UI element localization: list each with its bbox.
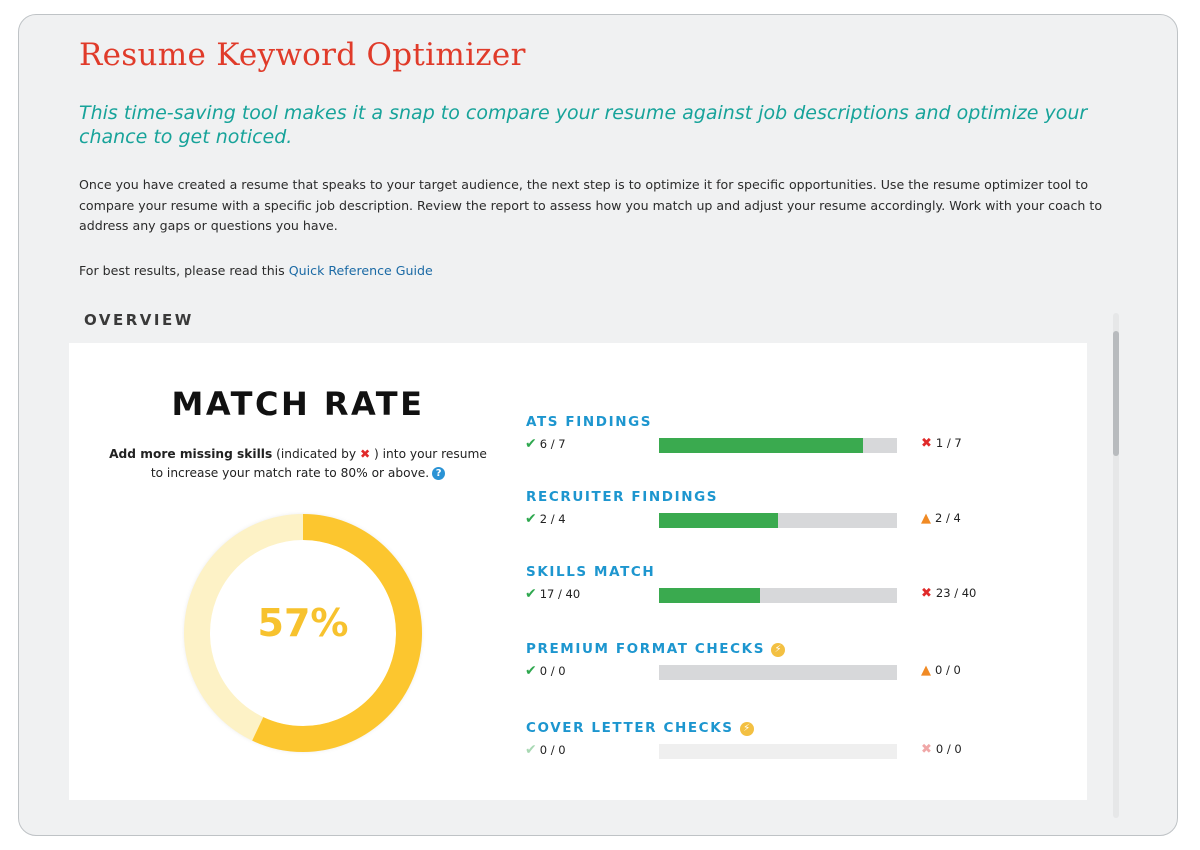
match-hint-line1: Add more missing skills (indicated by ✖ …	[69, 445, 527, 464]
match-hint-line2: to increase your match rate to 80% or ab…	[69, 464, 527, 483]
check-icon: ✔	[525, 436, 537, 452]
metric-title: COVER LETTER CHECKS ⚡	[526, 720, 754, 736]
page-subtitle: This time-saving tool makes it a snap to…	[79, 102, 1088, 148]
missing-x-icon: ✖	[359, 447, 371, 461]
donut-shadow	[185, 515, 421, 751]
hint-line2: to increase your match rate to 80% or ab…	[150, 466, 430, 480]
metric-failed: ✖ 1 / 7	[921, 436, 962, 451]
metric-row[interactable]: PREMIUM FORMAT CHECKS ⚡ ✔ 0 / 0 ▲ 0 / 0	[525, 641, 995, 691]
metric-title: ATS FINDINGS	[526, 414, 653, 430]
metric-passed: ✔ 17 / 40	[525, 586, 581, 602]
match-rate-title: MATCH RATE	[171, 385, 425, 423]
metric-progress-fill	[659, 438, 863, 453]
overview-heading: OVERVIEW	[84, 311, 194, 329]
metric-progress-bar	[659, 588, 897, 603]
metric-row[interactable]: RECRUITER FINDINGS ✔ 2 / 4 ▲ 2 / 4	[525, 489, 995, 539]
guide-prefix: For best results, please read this	[79, 263, 289, 278]
hint-part2: ) into your resume	[370, 447, 487, 461]
metric-title: SKILLS MATCH	[526, 564, 656, 580]
page-title: Resume Keyword Optimizer	[79, 37, 526, 73]
metric-failed: ▲ 2 / 4	[921, 511, 961, 526]
metric-row[interactable]: COVER LETTER CHECKS ⚡ ✔ 0 / 0 ✖ 0 / 0	[525, 720, 995, 770]
premium-bolt-icon[interactable]: ⚡	[739, 722, 754, 736]
browser-frame: Resume Keyword Optimizer This time-savin…	[18, 14, 1178, 836]
check-icon: ✔	[525, 511, 537, 527]
x-icon: ✖	[921, 742, 932, 757]
metric-title: RECRUITER FINDINGS	[526, 489, 719, 505]
scroll-thumb[interactable]	[1113, 331, 1119, 456]
x-icon: ✖	[921, 586, 932, 601]
warning-icon: ▲	[921, 511, 931, 526]
overview-panel: MATCH RATE Add more missing skills (indi…	[69, 343, 1087, 800]
metric-passed: ✔ 0 / 0	[525, 663, 566, 679]
metric-passed: ✔ 2 / 4	[525, 511, 566, 527]
hint-bold: Add more missing skills	[109, 447, 273, 461]
metric-failed: ✖ 23 / 40	[921, 586, 977, 601]
check-icon: ✔	[525, 663, 537, 679]
metric-row[interactable]: ATS FINDINGS ✔ 6 / 7 ✖ 1 / 7	[525, 414, 995, 464]
check-icon: ✔	[525, 586, 537, 602]
match-rate-hint: Add more missing skills (indicated by ✖ …	[69, 445, 527, 483]
help-icon[interactable]: ?	[432, 467, 446, 480]
x-icon: ✖	[921, 436, 932, 451]
match-rate-value: 57%	[257, 601, 349, 645]
metric-passed: ✔ 0 / 0	[525, 742, 566, 758]
quick-reference-guide-link[interactable]: Quick Reference Guide	[288, 263, 433, 278]
metric-progress-bar	[659, 744, 897, 759]
metric-progress-bar	[659, 438, 897, 453]
metric-failed: ▲ 0 / 0	[921, 663, 961, 678]
donut-progress-arc	[184, 514, 422, 752]
metric-title: PREMIUM FORMAT CHECKS ⚡	[526, 641, 786, 657]
metric-progress-bar	[659, 665, 897, 680]
match-rate-donut	[184, 514, 422, 752]
intro-paragraph: Once you have created a resume that spea…	[79, 177, 1103, 233]
premium-bolt-icon[interactable]: ⚡	[771, 643, 786, 657]
metric-failed: ✖ 0 / 0	[921, 742, 962, 757]
scrollbar[interactable]	[1113, 313, 1119, 818]
check-icon: ✔	[525, 742, 537, 758]
metric-passed: ✔ 6 / 7	[525, 436, 566, 452]
metric-progress-fill	[659, 513, 778, 528]
metric-progress-fill	[659, 588, 761, 603]
guide-paragraph: For best results, please read this Quick…	[79, 263, 433, 278]
metric-row[interactable]: SKILLS MATCH ✔ 17 / 40 ✖ 23 / 40	[525, 564, 995, 614]
warning-icon: ▲	[921, 663, 931, 678]
metric-progress-bar	[659, 513, 897, 528]
hint-part1: (indicated by	[272, 447, 360, 461]
